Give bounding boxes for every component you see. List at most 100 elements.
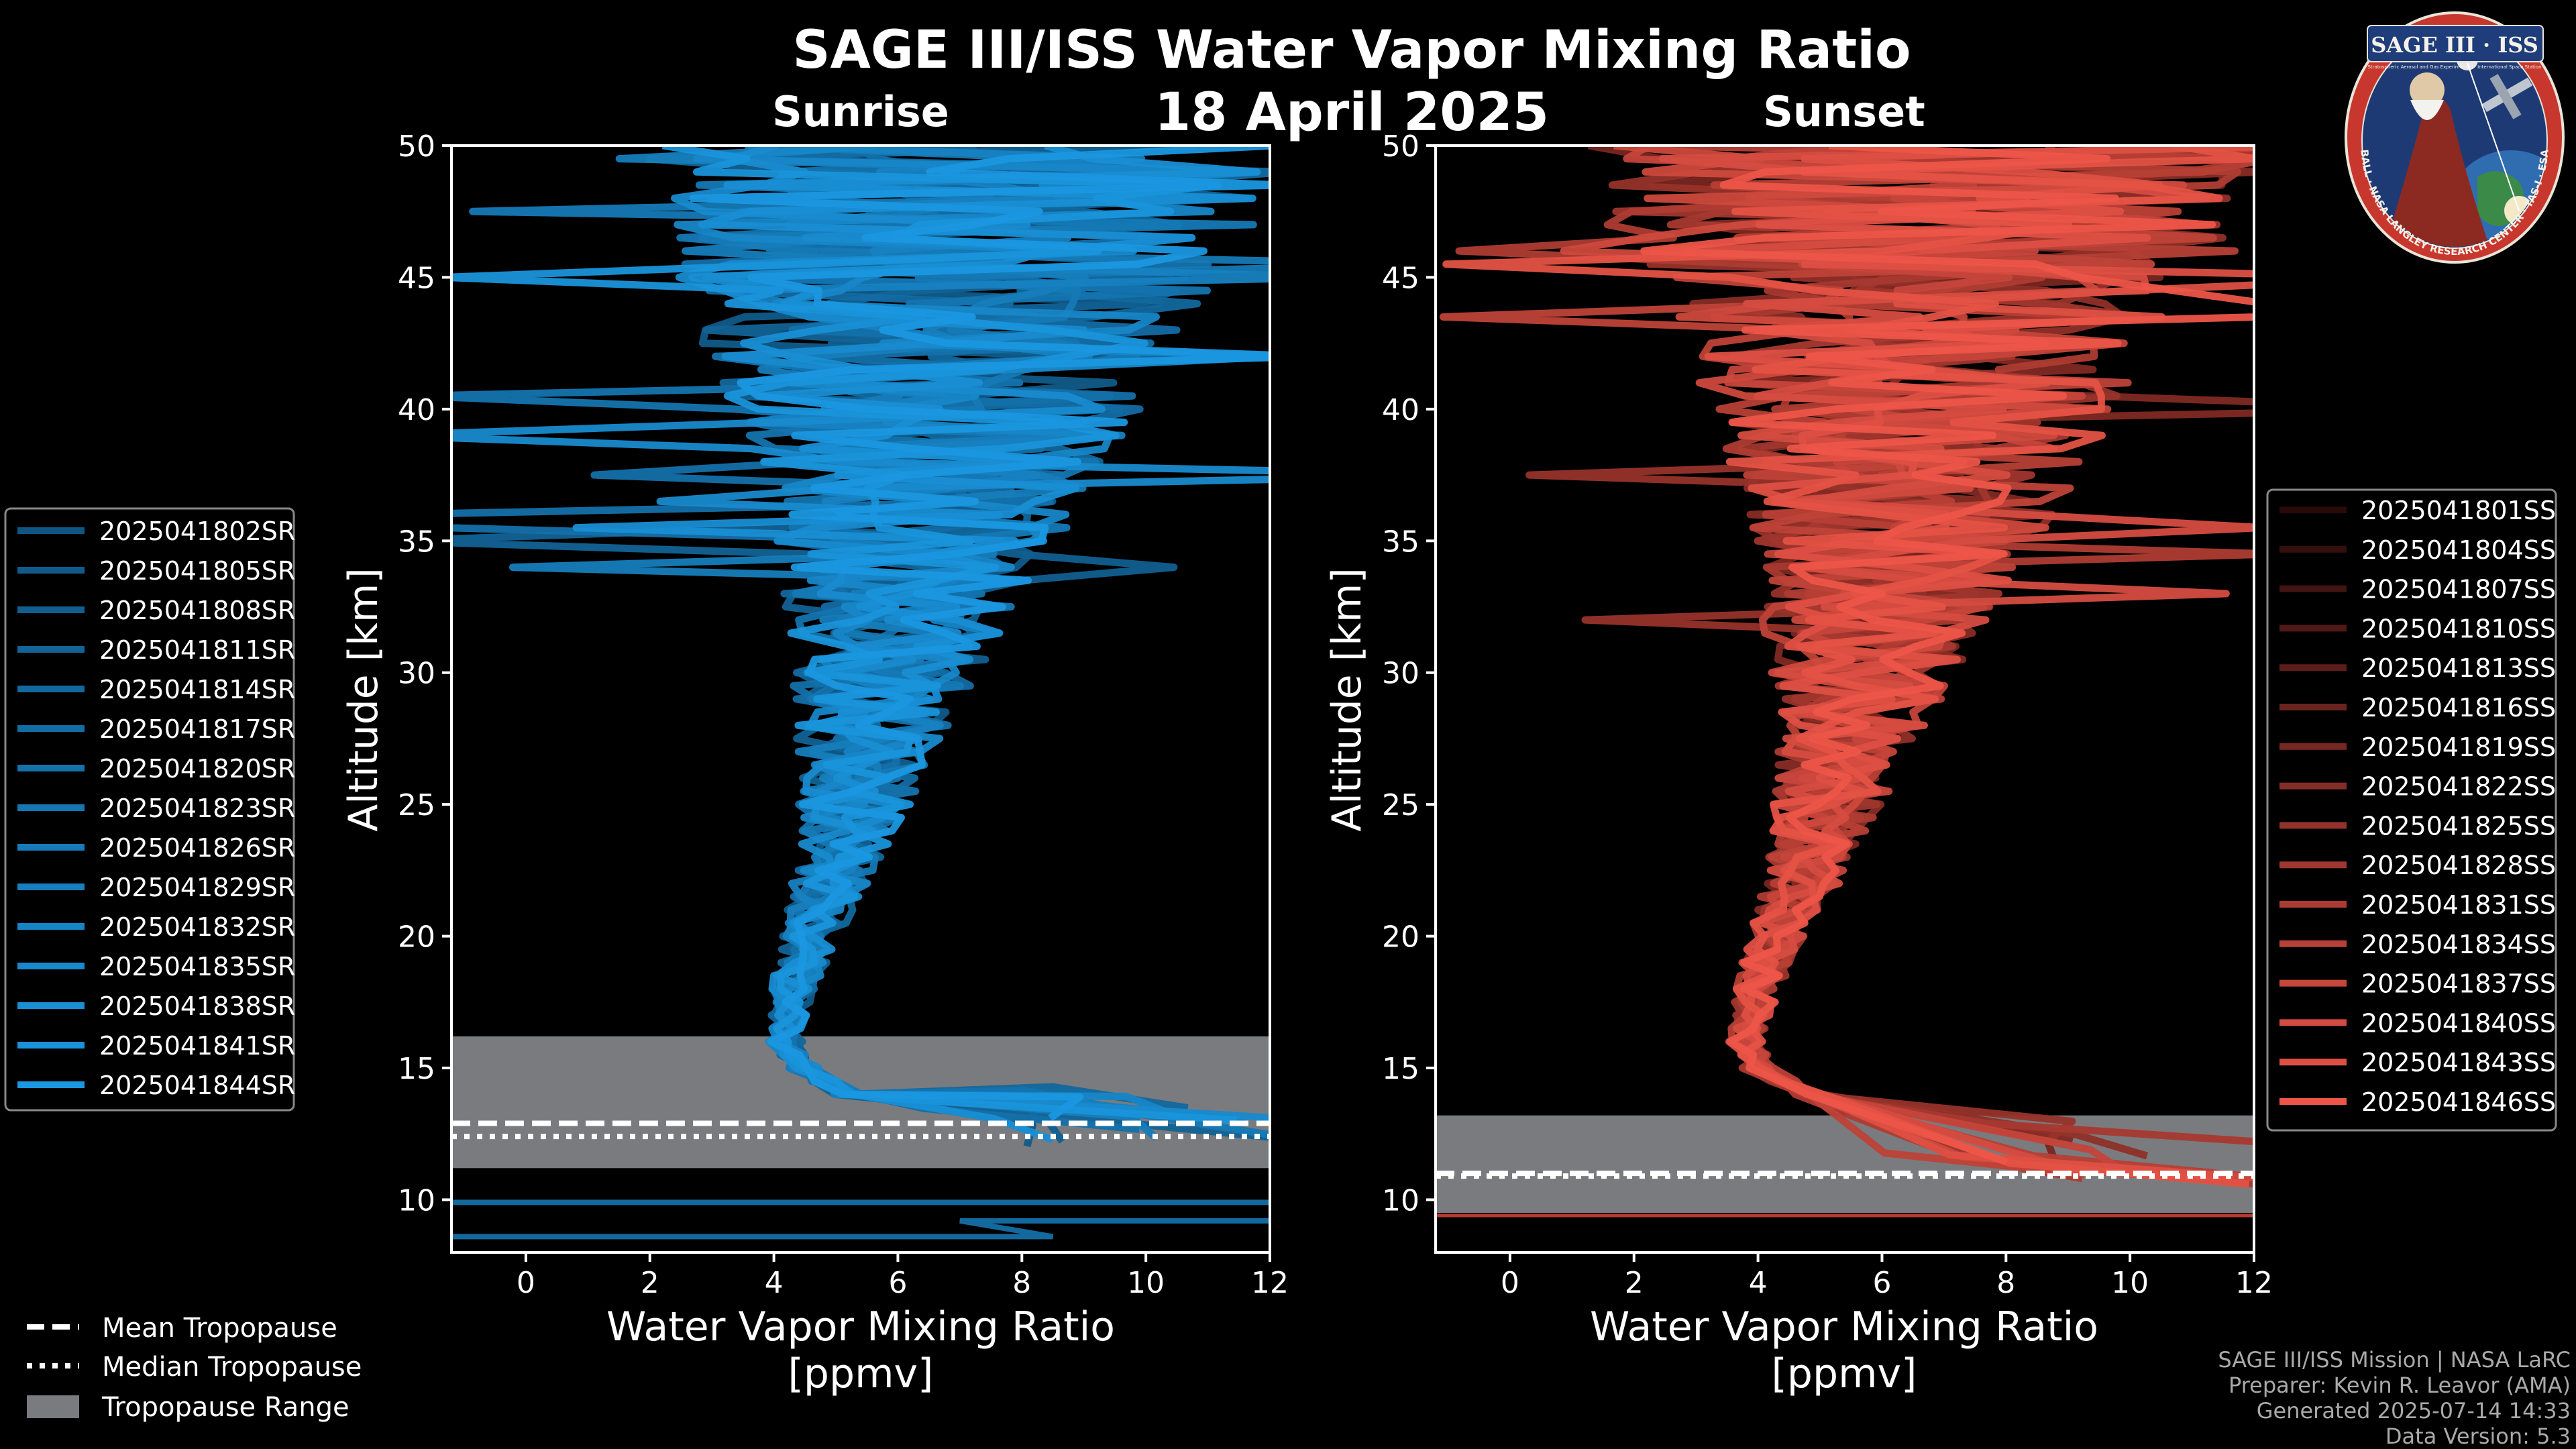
y-tick-label: 30 — [1382, 657, 1419, 691]
x-tick-label: 6 — [888, 1266, 907, 1300]
credit-generated: Generated 2025-07-14 14:33 — [2257, 1398, 2571, 1424]
profile-line-2025041823SR — [469, 146, 1270, 1139]
legend-label-2025041811SR: 2025041811SR — [99, 635, 295, 665]
tropopause-range-label: Tropopause Range — [101, 1392, 350, 1423]
credit-data-version: Data Version: 5.3 — [2385, 1424, 2571, 1449]
y-tick-label: 15 — [398, 1052, 435, 1086]
plot-frame — [1434, 144, 2255, 1254]
x-tick-label: 6 — [1872, 1266, 1891, 1300]
legend-label-2025041805SR: 2025041805SR — [99, 556, 295, 586]
legend-label-2025041804SS: 2025041804SS — [2361, 535, 2556, 565]
y-tick-label: 30 — [398, 657, 435, 691]
y-tick-label: 45 — [1382, 261, 1419, 295]
sunset-y-axis-label: Altitude [km] — [1324, 568, 1371, 832]
profile-line-2025041844SR — [689, 146, 1270, 1122]
y-tick-label: 40 — [398, 393, 435, 427]
y-tick-label: 50 — [398, 129, 435, 164]
y-tick-label: 25 — [398, 788, 435, 822]
mean-tropopause-label: Mean Tropopause — [102, 1313, 337, 1344]
x-tick-label: 2 — [1625, 1266, 1644, 1300]
y-tick-label: 20 — [1382, 920, 1419, 955]
credit-mission: SAGE III/ISS Mission | NASA LaRC — [2218, 1347, 2571, 1373]
legend-label-2025041838SR: 2025041838SR — [99, 991, 295, 1021]
legend-label-2025041808SR: 2025041808SR — [99, 596, 295, 625]
y-tick-label: 10 — [398, 1183, 435, 1218]
legend-label-2025041816SS: 2025041816SS — [2361, 693, 2556, 722]
sunset-legend-frame — [2266, 488, 2557, 1132]
sage-iii-iss-mission-logo: SAGE III · ISS Stratospheric Aerosol and… — [2345, 11, 2565, 264]
y-tick-label: 15 — [1382, 1052, 1419, 1086]
x-tick-label: 8 — [1012, 1266, 1031, 1300]
y-tick-label: 45 — [398, 261, 435, 295]
sunset-legend: 2025041801SS 2025041804SS 2025041807SS 2025… — [2266, 488, 2557, 1132]
y-tick-label: 25 — [1382, 788, 1419, 822]
profile-line-2025041846SS — [1640, 146, 2254, 1165]
sunset-x-axis-label-line1: Water Vapor Mixing Ratio — [1590, 1303, 2098, 1350]
low-altitude-trace-lower — [451, 1218, 1270, 1240]
y-tick-label: 40 — [1382, 393, 1419, 427]
legend-label-2025041819SS: 2025041819SS — [2361, 733, 2556, 762]
x-tick-label: 10 — [1127, 1266, 1165, 1300]
y-tick-label: 10 — [1382, 1183, 1419, 1218]
legend-label-2025041840SS: 2025041840SS — [2361, 1008, 2556, 1038]
logo-name: SAGE III · ISS — [2371, 32, 2538, 58]
legend-label-2025041820SR: 2025041820SR — [99, 754, 295, 784]
x-tick-label: 10 — [2111, 1266, 2149, 1300]
credit-preparer: Preparer: Kevin R. Leavor (AMA) — [2229, 1373, 2571, 1398]
x-tick-label: 4 — [765, 1266, 784, 1300]
median-tropopause-label: Median Tropopause — [102, 1352, 362, 1383]
sunrise-legend: 2025041802SR 2025041805SR 2025041808SR 2025… — [4, 507, 295, 1112]
legend-label-2025041844SR: 2025041844SR — [99, 1071, 295, 1100]
y-tick-label: 35 — [1382, 525, 1419, 559]
sunrise-x-axis-label-line1: Water Vapor Mixing Ratio — [606, 1303, 1115, 1350]
legend-label-2025041801SS: 2025041801SS — [2361, 496, 2556, 525]
legend-label-2025041843SS: 2025041843SS — [2361, 1048, 2556, 1077]
tropopause-legend: Mean Tropopause Median Tropopause Tropop… — [27, 1313, 362, 1423]
legend-label-2025041832SR: 2025041832SR — [99, 912, 295, 942]
x-tick-label: 8 — [1996, 1266, 2015, 1300]
x-tick-label: 2 — [641, 1266, 659, 1300]
x-tick-label: 4 — [1749, 1266, 1768, 1300]
sunrise-x-axis-label-line2: [ppmv] — [788, 1350, 934, 1397]
sunrise-panel: 10 15 20 25 30 35 40 45 50 0 2 4 6 8 10 12 — [398, 129, 1289, 1300]
sunrise-panel-title: Sunrise — [772, 87, 949, 136]
legend-label-2025041807SS: 2025041807SS — [2361, 575, 2556, 604]
legend-label-2025041834SS: 2025041834SS — [2361, 930, 2556, 959]
sunrise-y-axis-label: Altitude [km] — [340, 568, 387, 832]
legend-label-2025041829SR: 2025041829SR — [99, 873, 295, 902]
legend-label-2025041802SR: 2025041802SR — [99, 517, 295, 546]
legend-label-2025041837SS: 2025041837SS — [2361, 969, 2556, 999]
sunrise-legend-frame — [4, 507, 295, 1112]
legend-label-2025041814SR: 2025041814SR — [99, 675, 295, 704]
legend-label-2025041822SS: 2025041822SS — [2361, 772, 2556, 802]
x-tick-label: 0 — [1501, 1266, 1519, 1300]
legend-label-2025041828SS: 2025041828SS — [2361, 851, 2556, 880]
credits-footer: SAGE III/ISS Mission | NASA LaRC Prepare… — [2218, 1347, 2571, 1449]
plot-frame — [450, 144, 1271, 1254]
logo-subtitle: Stratospheric Aerosol and Gas Experiment… — [2367, 64, 2541, 70]
legend-label-2025041841SR: 2025041841SR — [99, 1031, 295, 1061]
legend-label-2025041825SS: 2025041825SS — [2361, 811, 2556, 841]
sunset-panel: 10 15 20 25 30 35 40 45 50 0 2 4 6 8 10 12 — [1382, 129, 2273, 1300]
x-tick-label: 12 — [2235, 1266, 2273, 1300]
y-tick-label: 50 — [1382, 129, 1419, 164]
legend-label-2025041813SS: 2025041813SS — [2361, 653, 2556, 683]
profile-line-2025041841SR — [451, 146, 1237, 1124]
y-tick-label: 35 — [398, 525, 435, 559]
sunset-x-axis-label-line2: [ppmv] — [1772, 1350, 1917, 1397]
legend-label-2025041835SR: 2025041835SR — [99, 952, 295, 981]
y-tick-label: 20 — [398, 920, 435, 955]
legend-label-2025041810SS: 2025041810SS — [2361, 614, 2556, 643]
legend-label-2025041846SS: 2025041846SS — [2361, 1087, 2556, 1117]
legend-label-2025041826SR: 2025041826SR — [99, 833, 295, 863]
figure-title: SAGE III/ISS Water Vapor Mixing Ratio — [792, 20, 1911, 80]
figure-date: 18 April 2025 — [1155, 83, 1549, 143]
legend-label-2025041817SR: 2025041817SR — [99, 714, 295, 744]
profile-line-2025041843SS — [1442, 146, 2254, 1188]
sunset-panel-title: Sunset — [1763, 87, 1925, 136]
x-tick-label: 0 — [517, 1266, 535, 1300]
tropopause-range-swatch — [27, 1395, 79, 1418]
x-tick-label: 12 — [1251, 1266, 1289, 1300]
legend-label-2025041823SR: 2025041823SR — [99, 794, 295, 823]
